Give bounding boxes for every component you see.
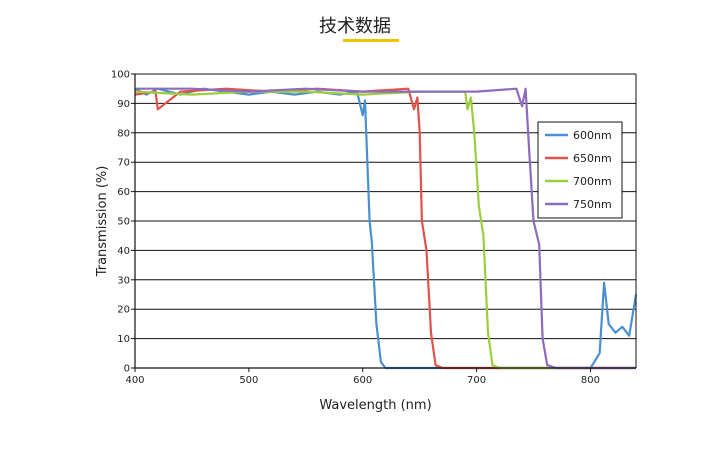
legend-label: 650nm <box>573 152 612 165</box>
x-axis-title: Wavelength (nm) <box>319 398 431 413</box>
y-tick-label: 30 <box>117 275 130 286</box>
y-tick-label: 80 <box>117 128 130 139</box>
legend-box <box>537 121 623 219</box>
y-tick-label: 0 <box>124 364 130 375</box>
x-tick-label: 700 <box>467 375 486 386</box>
legend-label: 600nm <box>573 129 612 142</box>
x-tick-label: 800 <box>581 375 600 386</box>
legend-label: 700nm <box>573 175 612 188</box>
y-tick-label: 100 <box>111 70 130 81</box>
title-underline <box>343 39 399 42</box>
x-tick-label: 400 <box>125 375 144 386</box>
y-tick-label: 10 <box>117 334 130 345</box>
grid-lines <box>135 73 636 369</box>
y-tick-label: 40 <box>117 246 130 257</box>
x-tick-label: 500 <box>239 375 258 386</box>
legend-label: 750nm <box>573 198 612 211</box>
y-tick-label: 90 <box>117 99 130 110</box>
y-tick-label: 60 <box>117 187 130 198</box>
series-line-750nm <box>135 87 636 370</box>
y-tick-label: 20 <box>117 305 130 316</box>
axes: 0 10 20 30 40 50 60 70 80 90 100 400 500 600 700 800 <box>111 70 637 386</box>
x-tick-label: 600 <box>353 375 372 386</box>
y-tick-label: 50 <box>117 217 130 228</box>
page-title: 技术数据 <box>319 16 391 37</box>
y-axis-title: Transmission (%) <box>95 166 110 278</box>
y-tick-label: 70 <box>117 158 130 169</box>
legend: 600nm 650nm 700nm 750nm <box>537 121 623 219</box>
